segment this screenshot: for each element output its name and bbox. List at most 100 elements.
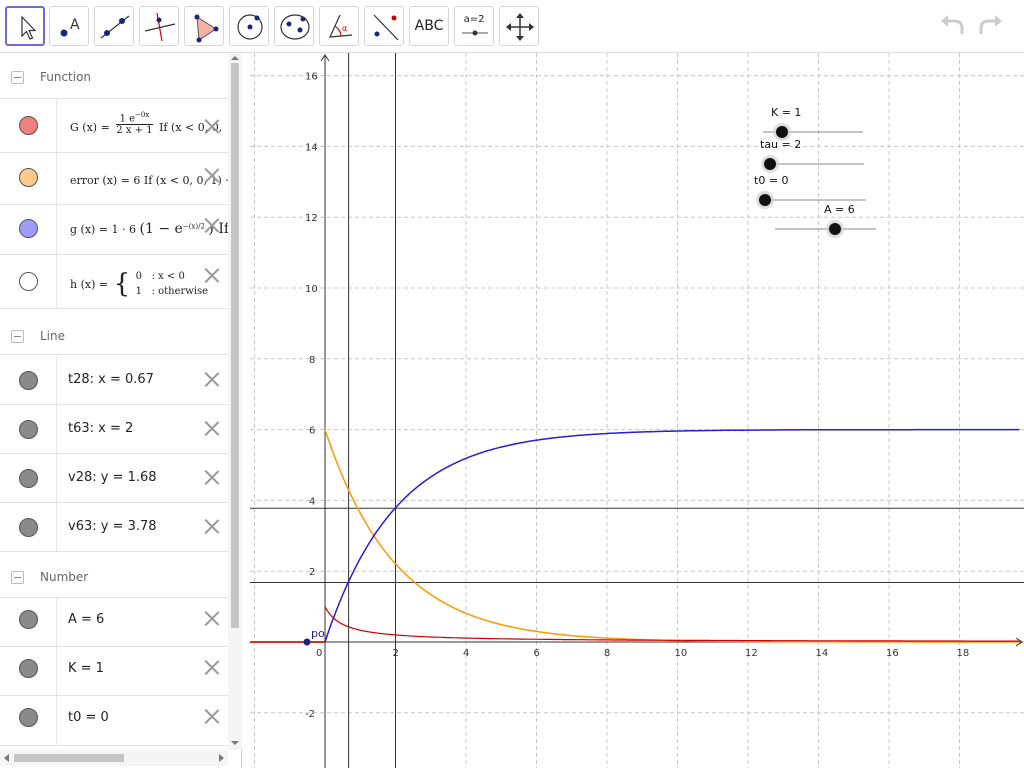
x-tick-label: 4: [463, 648, 469, 659]
scroll-left-icon[interactable]: [2, 750, 12, 766]
visibility-marble-icon[interactable]: [19, 371, 38, 390]
y-tick-label: 8: [309, 355, 315, 366]
algebra-horizontal-scrollbar[interactable]: [0, 750, 228, 766]
slider-knob[interactable]: [829, 223, 841, 235]
move-tool-button[interactable]: [5, 6, 45, 46]
slider-knob[interactable]: [759, 194, 771, 206]
algebra-item-K[interactable]: K = 1: [0, 647, 228, 696]
delete-x-icon[interactable]: [204, 118, 220, 134]
algebra-item-h[interactable]: h (x) = { 0 : x < 0 1 : otherwise: [0, 255, 228, 309]
toolbar: A α ABC a=2: [0, 0, 1024, 53]
scroll-down-icon[interactable]: [228, 739, 242, 747]
slider-A[interactable]: A = 6: [775, 203, 876, 238]
line-through-points-icon: [100, 15, 130, 39]
algebra-item-v28[interactable]: v28: y = 1.68: [0, 454, 228, 503]
scroll-right-icon[interactable]: [216, 750, 226, 766]
move-view-tool-button[interactable]: [499, 6, 539, 46]
visibility-marble-icon[interactable]: [19, 272, 38, 291]
slider-tool-label: a=2: [463, 14, 485, 25]
angle-tool-button[interactable]: α: [319, 6, 359, 46]
circle-tool-button[interactable]: [229, 6, 269, 46]
cursor-arrow-icon: [21, 15, 37, 40]
x-tick-label: 14: [816, 648, 829, 659]
grid-lines: [250, 53, 1024, 768]
slider-K[interactable]: K = 1: [763, 106, 863, 141]
algebra-item-G[interactable]: G (x) = 1 e−0x 2 x + 1 If (x < 0, 0,: [0, 99, 228, 153]
visibility-marble-icon[interactable]: [19, 518, 38, 537]
slider-knob[interactable]: [776, 126, 788, 138]
visibility-marble-icon[interactable]: [19, 168, 38, 187]
scrollbar-thumb[interactable]: [14, 754, 124, 762]
algebra-item-t63[interactable]: t63: x = 2: [0, 405, 228, 454]
function-error-curve[interactable]: [324, 429, 1020, 643]
visibility-marble-icon[interactable]: [19, 469, 38, 488]
slider-t0[interactable]: t0 = 0: [754, 174, 866, 209]
graphics-extras: po: [303, 627, 325, 646]
slider-label: K = 1: [771, 106, 801, 119]
delete-x-icon[interactable]: [204, 267, 220, 283]
perpendicular-line-tool-button[interactable]: [139, 6, 179, 46]
group-header-line[interactable]: Line: [0, 309, 228, 355]
algebra-item-t0[interactable]: t0 = 0: [0, 696, 228, 746]
slider-tool-button[interactable]: a=2: [454, 6, 494, 46]
polygon-tool-button[interactable]: [184, 6, 224, 46]
delete-x-icon[interactable]: [204, 659, 220, 675]
group-header-number[interactable]: Number: [0, 552, 228, 598]
x-tick-label: 12: [745, 648, 758, 659]
visibility-marble-icon[interactable]: [19, 116, 38, 135]
delete-x-icon[interactable]: [204, 518, 220, 534]
line-t63-label: t63: x = 2: [68, 421, 134, 436]
delete-x-icon[interactable]: [204, 610, 220, 626]
delete-x-icon[interactable]: [204, 469, 220, 485]
function-G-curve[interactable]: [324, 606, 1020, 642]
line-v28-label: v28: y = 1.68: [68, 470, 157, 485]
visibility-marble-icon[interactable]: [19, 659, 38, 678]
y-tick-label: 10: [305, 284, 318, 295]
graphics-view[interactable]: 0 2 4 6 8 10 12 14 16 18 -2 2 4 6 8 10 12 14 16 po K = 1 ta…: [250, 53, 1024, 768]
visibility-marble-icon[interactable]: [19, 219, 38, 238]
perpendicular-line-icon: [144, 12, 176, 42]
y-tick-label: 12: [305, 213, 318, 224]
tick-labels: 0 2 4 6 8 10 12 14 16 18 -2 2 4 6 8 10 12 14 16: [305, 72, 969, 720]
delete-x-icon[interactable]: [204, 167, 220, 183]
scrollbar-thumb[interactable]: [231, 63, 239, 628]
coordinate-plane[interactable]: 0 2 4 6 8 10 12 14 16 18 -2 2 4 6 8 10 12 14 16 po K = 1 ta…: [250, 53, 1024, 768]
collapse-toggle-icon[interactable]: [11, 71, 24, 84]
slider-tau[interactable]: tau = 2: [760, 138, 864, 173]
point-tool-button[interactable]: A: [49, 6, 89, 46]
reflect-tool-button[interactable]: [364, 6, 404, 46]
algebra-vertical-scrollbar[interactable]: [228, 53, 242, 750]
algebra-item-v63[interactable]: v63: y = 3.78: [0, 503, 228, 552]
delete-x-icon[interactable]: [204, 217, 220, 233]
ellipse-tool-button[interactable]: [274, 6, 314, 46]
slider-label: t0 = 0: [754, 174, 789, 187]
function-h-curve[interactable]: [250, 607, 1024, 642]
visibility-marble-icon[interactable]: [19, 708, 38, 727]
axes: [250, 54, 1023, 768]
visibility-marble-icon[interactable]: [19, 420, 38, 439]
number-K-label: K = 1: [68, 661, 104, 676]
algebra-item-A[interactable]: A = 6: [0, 598, 228, 647]
group-label: Number: [40, 570, 89, 584]
slider-knob[interactable]: [764, 158, 776, 170]
function-g-curve[interactable]: [324, 428, 1020, 643]
scroll-up-icon[interactable]: [228, 54, 242, 62]
group-header-function[interactable]: Function: [0, 53, 228, 99]
point-po[interactable]: [303, 638, 311, 646]
collapse-toggle-icon[interactable]: [11, 571, 24, 584]
number-t0-label: t0 = 0: [68, 710, 109, 725]
algebra-item-g[interactable]: g (x) = 1 · 6 (1 − e−(x)/2 ) If (: [0, 205, 228, 255]
delete-x-icon[interactable]: [204, 708, 220, 724]
algebra-item-error[interactable]: error (x) = 6 If (x < 0, 0, 1) ·: [0, 153, 228, 205]
ellipse-icon: [280, 14, 310, 40]
undo-icon[interactable]: [938, 12, 968, 40]
redo-icon[interactable]: [975, 12, 1005, 40]
delete-x-icon[interactable]: [204, 420, 220, 436]
line-tool-button[interactable]: [94, 6, 134, 46]
svg-text:α: α: [342, 24, 347, 33]
collapse-toggle-icon[interactable]: [11, 330, 24, 343]
algebra-item-t28[interactable]: t28: x = 0.67: [0, 356, 228, 405]
delete-x-icon[interactable]: [204, 371, 220, 387]
text-tool-button[interactable]: ABC: [409, 6, 449, 46]
visibility-marble-icon[interactable]: [19, 610, 38, 629]
